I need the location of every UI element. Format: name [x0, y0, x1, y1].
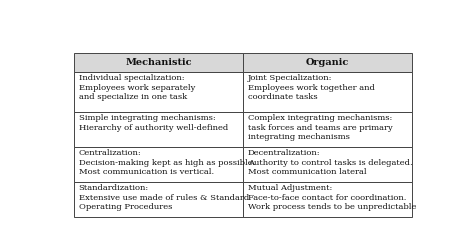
Bar [243, 182, 412, 217]
Text: Standardization:
Extensive use made of rules & Standard
Operating Procedures: Standardization: Extensive use made of r… [79, 184, 249, 211]
Bar [243, 147, 412, 182]
Text: Individual specialization:
Employees work separately
and specialize in one task: Individual specialization: Employees wor… [79, 74, 195, 101]
Text: Mechanistic: Mechanistic [125, 58, 191, 67]
Text: Complex integrating mechanisms:
task forces and teams are primary
integrating me: Complex integrating mechanisms: task for… [248, 114, 392, 141]
Text: Decentralization:
Authority to control tasks is delegated.
Most communication la: Decentralization: Authority to control t… [248, 149, 412, 176]
Bar [243, 112, 412, 147]
Text: Organic: Organic [306, 58, 349, 67]
Text: Simple integrating mechanisms:
Hierarchy of authority well-defined: Simple integrating mechanisms: Hierarchy… [79, 114, 228, 132]
Bar [74, 147, 243, 182]
Bar [74, 53, 243, 72]
Text: Joint Specialization:
Employees work together and
coordinate tasks: Joint Specialization: Employees work tog… [248, 74, 374, 101]
Text: Centralization:
Decision-making kept as high as possible.
Most communication is : Centralization: Decision-making kept as … [79, 149, 255, 176]
Text: Mutual Adjustment:
Face-to-face contact for coordination.
Work process tends to : Mutual Adjustment: Face-to-face contact … [248, 184, 416, 211]
Bar [243, 53, 412, 72]
Bar [74, 72, 243, 112]
Bar [74, 182, 243, 217]
Bar [74, 112, 243, 147]
Bar [243, 72, 412, 112]
